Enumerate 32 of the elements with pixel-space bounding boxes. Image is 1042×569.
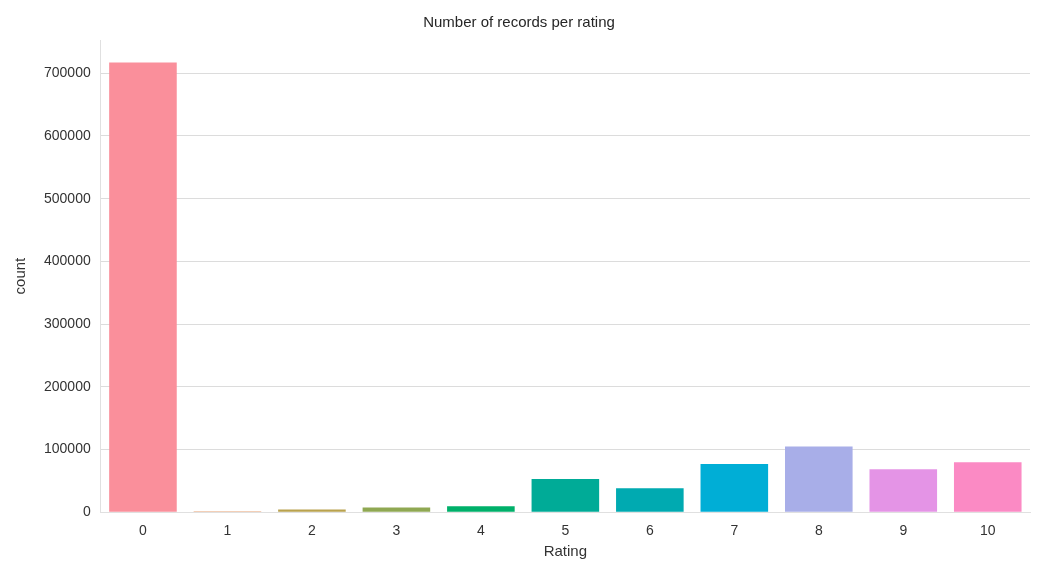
x-tick-label: 6 <box>645 522 654 539</box>
y-tick-label: 400000 <box>44 252 91 269</box>
y-tick-label: 200000 <box>44 377 91 394</box>
x-tick-label: 0 <box>139 522 148 539</box>
chart-title: Number of records per rating <box>423 13 615 31</box>
y-tick-label: 500000 <box>44 189 91 206</box>
x-tick-label: 7 <box>730 522 739 539</box>
bar <box>700 463 769 512</box>
y-tick-label: 600000 <box>44 126 91 143</box>
bar <box>953 462 1022 512</box>
bar <box>278 509 346 512</box>
y-tick-label: 0 <box>82 503 91 520</box>
bar <box>109 62 177 512</box>
x-tick-label: 10 <box>979 522 996 539</box>
x-tick-label: 8 <box>814 522 823 539</box>
bar <box>447 506 515 512</box>
bar <box>616 488 684 512</box>
bar <box>785 446 853 512</box>
y-axis-title: count <box>11 256 29 295</box>
x-tick-label: 1 <box>223 522 232 539</box>
x-tick-label: 5 <box>561 522 570 539</box>
x-tick-label: 2 <box>308 522 317 539</box>
x-axis-title: Rating <box>543 542 588 560</box>
x-tick-label: 4 <box>476 522 485 539</box>
bar <box>362 507 431 512</box>
y-tick-label: 300000 <box>44 314 91 331</box>
bar <box>869 469 938 512</box>
bar <box>531 478 600 512</box>
x-tick-label: 9 <box>899 522 908 539</box>
y-tick-label: 700000 <box>44 64 91 81</box>
x-tick-label: 3 <box>392 522 401 539</box>
y-tick-label: 100000 <box>44 440 91 457</box>
